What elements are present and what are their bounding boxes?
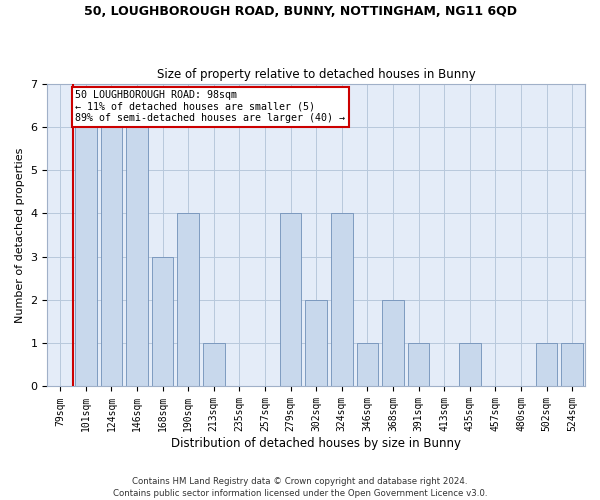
Bar (331, 214, 353, 386)
Bar (356, 343, 378, 386)
Bar (459, 343, 481, 386)
Bar (75, 127, 97, 386)
Bar (562, 343, 583, 386)
Bar (382, 300, 404, 386)
Bar (126, 127, 148, 386)
Text: 50, LOUGHBOROUGH ROAD, BUNNY, NOTTINGHAM, NG11 6QD: 50, LOUGHBOROUGH ROAD, BUNNY, NOTTINGHAM… (83, 5, 517, 18)
Bar (101, 127, 122, 386)
Bar (203, 343, 224, 386)
Bar (152, 256, 173, 386)
Bar (178, 214, 199, 386)
Title: Size of property relative to detached houses in Bunny: Size of property relative to detached ho… (157, 68, 476, 81)
Bar (305, 300, 327, 386)
Bar (280, 214, 301, 386)
X-axis label: Distribution of detached houses by size in Bunny: Distribution of detached houses by size … (171, 437, 461, 450)
Bar (408, 343, 430, 386)
Text: 50 LOUGHBOROUGH ROAD: 98sqm
← 11% of detached houses are smaller (5)
89% of semi: 50 LOUGHBOROUGH ROAD: 98sqm ← 11% of det… (75, 90, 345, 123)
Y-axis label: Number of detached properties: Number of detached properties (15, 148, 25, 322)
Text: Contains HM Land Registry data © Crown copyright and database right 2024.
Contai: Contains HM Land Registry data © Crown c… (113, 476, 487, 498)
Bar (536, 343, 557, 386)
